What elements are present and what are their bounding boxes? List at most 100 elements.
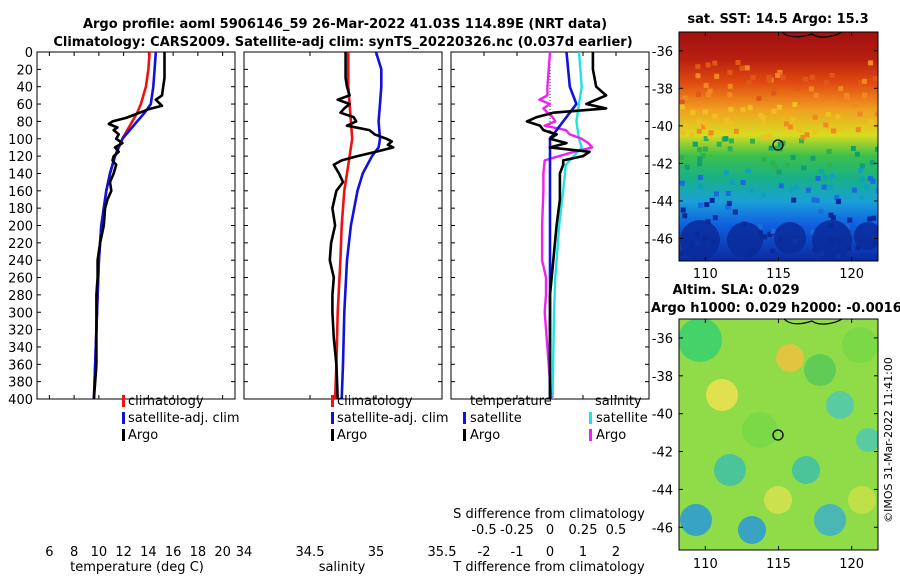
lat-tick-label: -46 (652, 232, 673, 247)
sst-coastline (781, 31, 843, 38)
sst-pixel (740, 107, 746, 113)
difference-panel: -2 -1 0 1 2 -0.5 -0.25 0 0.25 0.5 S difference fr… (450, 51, 650, 575)
series-line-salinity-satellite (551, 51, 583, 400)
sst-pixel (702, 120, 708, 126)
x-tick-label: 12 (115, 545, 132, 560)
legend-label-sal-argo: Argo (596, 428, 626, 443)
sla-anomaly (792, 456, 820, 484)
sst-pixel (766, 77, 772, 83)
argo-location-marker-sla (772, 429, 784, 441)
sla-map-title: Altim. SLA: 0.029 (673, 283, 800, 298)
legend-swatch-sal-argo (589, 429, 592, 441)
lat-tick-label: -36 (652, 332, 673, 347)
sst-pixel (835, 114, 841, 120)
sst-pixel (876, 188, 878, 194)
sst-pixel (706, 92, 712, 98)
sst-pixel (700, 153, 706, 159)
temperature-axes-frame (36, 51, 236, 400)
sst-pixel (761, 134, 767, 140)
depth-tick-label: 400 (8, 393, 33, 408)
sst-pixel (791, 197, 797, 203)
sst-pixel (735, 60, 741, 65)
sla-anomaly (738, 516, 766, 544)
sst-pixel (770, 248, 776, 254)
sst-pixel (679, 180, 685, 186)
lat-tick-label: -36 (652, 45, 673, 60)
sst-pixel (750, 138, 755, 144)
legend-label-satellite: satellite-adj. clim (337, 411, 449, 426)
lon-tick-label: 115 (766, 557, 791, 572)
sla-anomaly (826, 391, 854, 419)
sst-lat-axis: -36 -38 -40 -42 -44 -46 (652, 45, 878, 247)
sst-pixel (695, 91, 701, 97)
sst-pixel (679, 155, 684, 160)
x-tick-label: 18 (190, 545, 207, 560)
sst-pixel (680, 130, 686, 136)
sla-anomaly (848, 486, 876, 514)
x-tick-label: 34 (236, 545, 253, 560)
sst-pixel (835, 199, 841, 205)
sst-pixel (800, 134, 806, 140)
sst-pixel (876, 183, 878, 189)
temperature-panel: 0 20 40 60 80 100 120 140 160 180 200 220 240 260 280 3… (8, 46, 239, 575)
sst-pixel (803, 76, 809, 82)
sst-pixel (776, 104, 782, 110)
legend-swatch-climatology (331, 395, 334, 407)
sst-field-detail (679, 60, 878, 260)
sst-pixel (867, 216, 873, 222)
sst-pixel (726, 200, 732, 206)
sst-pixel (828, 212, 834, 218)
sst-pixel (679, 99, 685, 105)
sst-pixel (825, 112, 831, 117)
sst-pixel (772, 164, 778, 170)
sst-pixel (771, 90, 777, 96)
legend-swatch-climatology (122, 395, 125, 407)
sst-pixel (692, 141, 698, 147)
legend-swatch-temp-satellite (463, 412, 466, 424)
series-line-satellite-adj-clim (340, 51, 383, 400)
sst-pixel (762, 234, 767, 240)
sst-pixel (758, 112, 764, 118)
sst-pixel (729, 180, 735, 185)
depth-tick-label: 260 (8, 272, 33, 287)
sst-pixel (867, 176, 873, 182)
depth-tick-label: 200 (8, 220, 33, 235)
sst-map-title: sat. SST: 14.5 Argo: 15.3 (687, 12, 868, 27)
sst-pixel (697, 175, 703, 180)
sst-pixel (775, 73, 781, 78)
x-tick-label: 35.5 (428, 545, 457, 560)
depth-tick-label: 300 (8, 306, 33, 321)
sst-pixel (812, 129, 818, 135)
depth-tick-label: 120 (8, 150, 33, 165)
legend-label-temp-argo: Argo (470, 428, 500, 443)
sst-pixel (705, 219, 711, 225)
lat-tick-label: -40 (652, 120, 673, 135)
series-line-argo (328, 52, 395, 400)
temperature-xlabel: temperature (deg C) (70, 560, 204, 575)
sst-pixel (831, 128, 836, 134)
sst-pixel (703, 146, 708, 152)
sst-pixel (805, 187, 811, 193)
sst-pixel (855, 127, 861, 133)
sst-pixel (808, 86, 814, 92)
sst-pixel (684, 164, 690, 170)
sst-pixel (819, 169, 824, 174)
title-line-1: Argo profile: aoml 5906146_59 26-Mar-202… (83, 17, 607, 32)
sst-pixel (826, 162, 832, 168)
lon-tick-label: 120 (839, 267, 864, 282)
sst-pixel (818, 209, 824, 215)
sst-pixel (728, 106, 734, 112)
sst-pixel (870, 178, 876, 184)
sst-pixel (716, 141, 722, 147)
depth-tick-label: 100 (8, 133, 33, 148)
sst-pixel (740, 180, 746, 185)
sst-pixel (704, 202, 710, 208)
sst-pixel (795, 85, 801, 91)
sst-pixel (733, 128, 739, 134)
sst-pixel (767, 232, 773, 238)
sla-anomaly (856, 428, 878, 452)
depth-tick-label: 380 (8, 376, 33, 391)
sst-pixel (728, 120, 734, 126)
sst-pixel (860, 163, 866, 169)
legend-label-climatology: climatology (337, 394, 413, 409)
